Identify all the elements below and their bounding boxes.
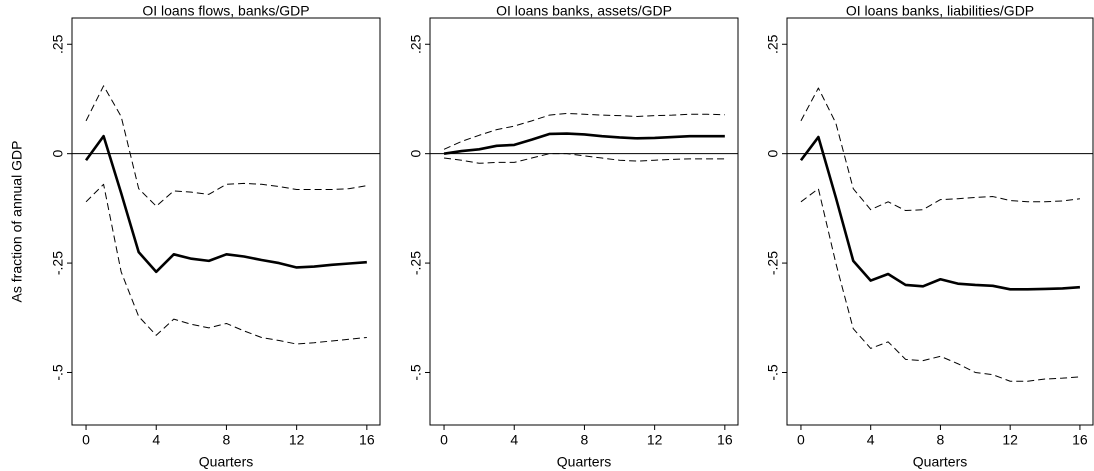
plot-frame: [71, 17, 381, 426]
x-tick-label: 4: [510, 432, 518, 448]
y-tick-label: .25: [50, 34, 66, 54]
y-tick-label: -.25: [765, 251, 781, 275]
x-axis-label: Quarters: [199, 454, 253, 470]
panel-title: OI loans banks, liabilities/GDP: [846, 3, 1034, 19]
y-tick-label: -.5: [765, 364, 781, 381]
x-tick-label: 0: [797, 432, 805, 448]
y-tick-label: .25: [765, 34, 781, 54]
y-tick-label: .25: [408, 34, 424, 54]
response-line: [799, 135, 1081, 291]
y-tick-label: 0: [50, 150, 66, 158]
x-axis-label: Quarters: [557, 454, 611, 470]
y-tick-label: 0: [765, 150, 781, 158]
confidence-band: [443, 153, 725, 164]
y-tick-label: -.5: [408, 364, 424, 381]
y-tick-label: -.25: [408, 251, 424, 275]
x-tick-label: 4: [867, 432, 875, 448]
y-tick-label: -.25: [50, 251, 66, 275]
confidence-band: [85, 85, 367, 207]
x-tick-label: 8: [223, 432, 231, 448]
x-tick-label: 16: [359, 432, 375, 448]
plot-frame: [429, 17, 739, 426]
x-tick-label: 16: [717, 432, 733, 448]
x-tick-label: 4: [152, 432, 160, 448]
x-tick-label: 12: [647, 432, 663, 448]
panel-title: OI loans flows, banks/GDP: [142, 3, 309, 19]
y-tick-label: -.5: [50, 364, 66, 381]
confidence-band: [800, 87, 1080, 212]
y-tick-label: 0: [408, 150, 424, 158]
confidence-band: [85, 183, 367, 345]
confidence-band: [800, 188, 1080, 382]
x-tick-label: 0: [82, 432, 90, 448]
x-axis-label: Quarters: [913, 454, 967, 470]
panel-title: OI loans banks, assets/GDP: [496, 3, 672, 19]
x-tick-label: 8: [581, 432, 589, 448]
x-tick-label: 12: [1002, 432, 1018, 448]
plot-frame: [786, 17, 1094, 426]
response-line: [443, 132, 725, 155]
x-tick-label: 0: [440, 432, 448, 448]
confidence-band: [443, 112, 725, 150]
x-tick-label: 16: [1072, 432, 1088, 448]
y-axis-label: As fraction of annual GDP: [9, 141, 25, 303]
x-tick-label: 8: [937, 432, 945, 448]
x-tick-label: 12: [289, 432, 305, 448]
response-line: [84, 134, 367, 274]
